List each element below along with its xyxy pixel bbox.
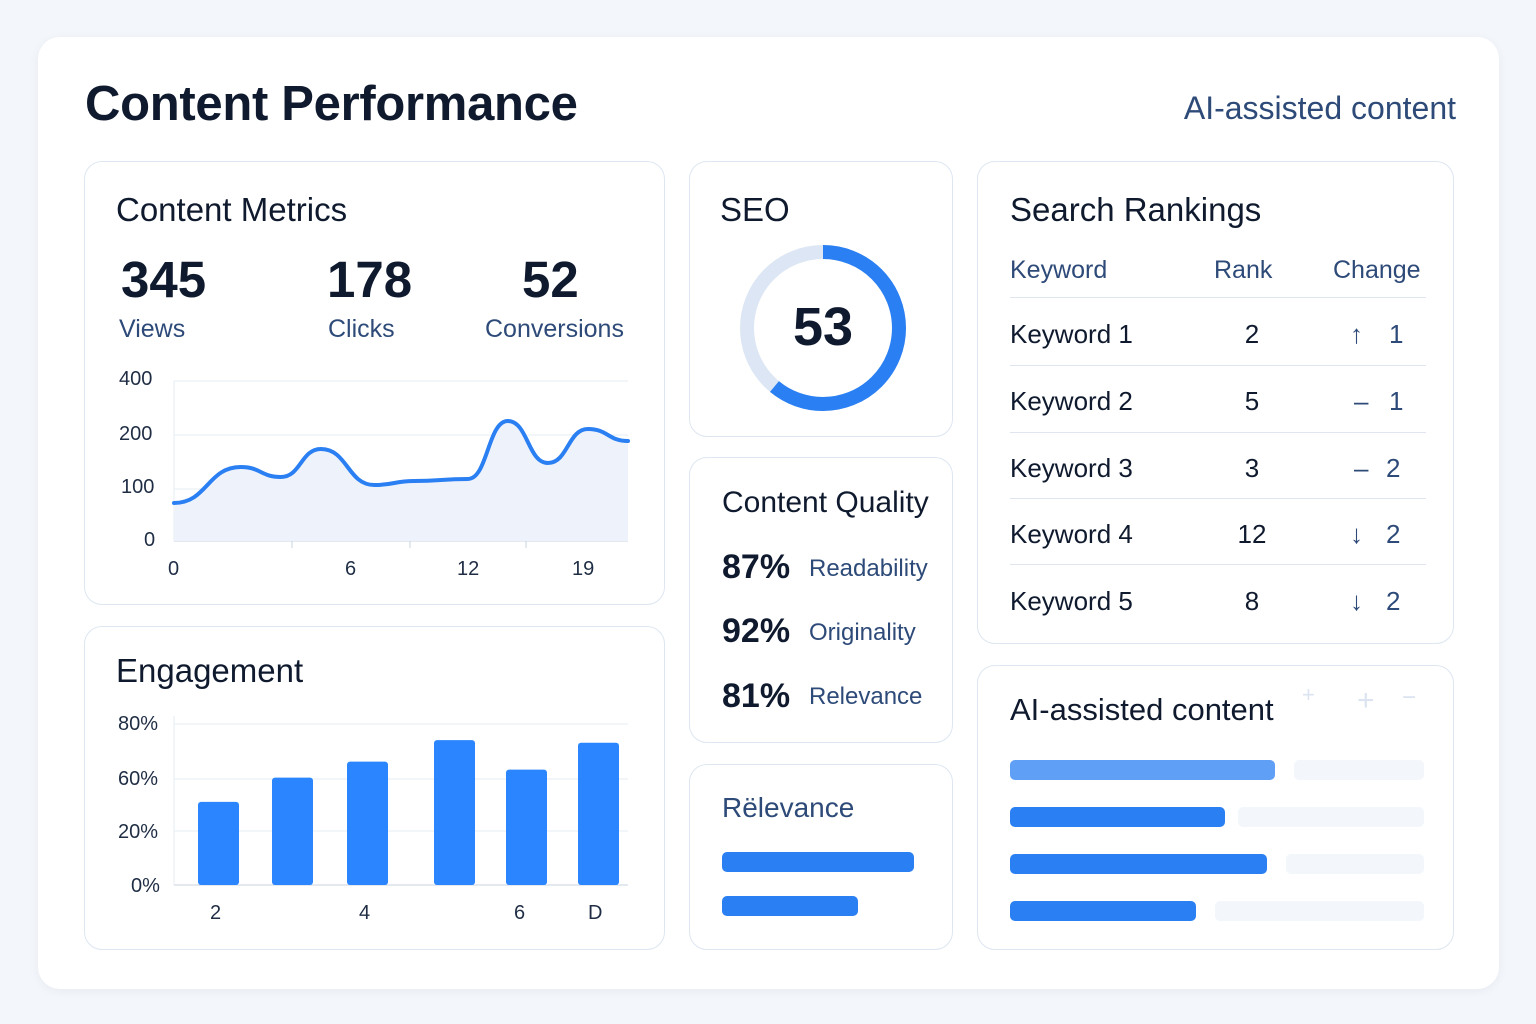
clicks-label: Clicks (328, 315, 395, 343)
relevance-title: Rëlevance (722, 792, 855, 823)
page-subtitle: AI-assisted content (1183, 90, 1456, 126)
change-cell: 2 (1386, 453, 1401, 483)
readability-label: Readability (809, 555, 928, 582)
table-divider (1010, 564, 1426, 565)
change-arrow-icon: ↓ (1350, 519, 1363, 549)
originality-label: Originality (809, 619, 916, 646)
ai-bar (1010, 854, 1267, 874)
line-y-tick: 200 (119, 423, 153, 445)
relevance-label: Relevance (809, 683, 923, 710)
ai-bar-track (1215, 901, 1424, 921)
ai-bar-track (1294, 760, 1424, 780)
change-arrow-icon: ↑ (1350, 319, 1363, 349)
line-x-tick: 0 (168, 558, 180, 580)
search-rankings-card (977, 161, 1454, 644)
rank-cell: 5 (1244, 386, 1260, 416)
line-x-tick: 12 (457, 558, 480, 580)
bar-y-tick: 0% (131, 875, 160, 897)
rank-cell: 2 (1244, 319, 1260, 349)
conversions-value: 52 (522, 251, 579, 308)
content-quality-card (689, 457, 953, 743)
line-y-tick: 0 (144, 529, 156, 551)
originality-value: 92% (722, 612, 791, 650)
rank-cell: 3 (1244, 453, 1260, 483)
views-label: Views (119, 315, 186, 343)
keyword-header[interactable]: Keyword (1010, 256, 1108, 284)
ai-bar-track (1238, 807, 1424, 827)
change-arrow-icon: ↓ (1350, 586, 1363, 616)
bar-x-tick: 2 (210, 902, 222, 924)
bar-y-tick: 80% (118, 713, 159, 735)
ai-bar (1010, 901, 1197, 921)
bar-x-tick: 4 (359, 902, 371, 924)
engagement-bar (434, 740, 475, 885)
line-y-tick: 100 (121, 476, 155, 498)
plus-icon: + (1357, 684, 1375, 717)
line-x-tick: 6 (345, 558, 357, 580)
change-cell: 2 (1386, 519, 1401, 549)
seo-score: 53 (792, 297, 854, 357)
relevance-value: 81% (722, 677, 791, 715)
line-x-tick: 19 (572, 558, 595, 580)
views-value: 345 (121, 251, 207, 308)
clicks-value: 178 (327, 251, 413, 308)
ai-bar (1010, 760, 1275, 780)
table-divider (1010, 498, 1426, 499)
line-y-tick: 400 (119, 368, 153, 390)
bar-y-tick: 60% (118, 768, 159, 790)
plus-icon: + (1302, 682, 1315, 707)
line-area-fill (174, 421, 628, 541)
page-title: Content Performance (85, 77, 578, 131)
change-arrow-icon: – (1354, 453, 1369, 483)
keyword-cell: Keyword 2 (1010, 386, 1133, 416)
engagement-bar (506, 769, 547, 885)
bar-y-tick: 20% (118, 821, 159, 843)
readability-value: 87% (722, 548, 791, 586)
rank-header[interactable]: Rank (1214, 256, 1273, 284)
search-rankings-title: Search Rankings (1010, 191, 1262, 228)
table-divider (1010, 297, 1426, 298)
bar-x-tick: 6 (514, 902, 526, 924)
engagement-bar (198, 801, 239, 885)
engagement-title: Engagement (116, 652, 304, 689)
content-quality-title: Content Quality (722, 486, 929, 519)
content-metrics-title: Content Metrics (116, 191, 348, 228)
change-cell: 1 (1389, 319, 1404, 349)
ai-bar-track (1286, 854, 1424, 874)
change-cell: 1 (1389, 386, 1404, 416)
engagement-bar (347, 761, 388, 885)
line-series (172, 418, 630, 505)
table-divider (1010, 365, 1426, 366)
engagement-bar (578, 742, 619, 885)
keyword-cell: Keyword 5 (1010, 586, 1133, 616)
change-header[interactable]: Change (1333, 256, 1421, 284)
change-cell: 2 (1386, 586, 1401, 616)
table-divider (1010, 432, 1426, 433)
seo-title: SEO (720, 191, 790, 228)
keyword-cell: Keyword 4 (1010, 519, 1133, 549)
rank-cell: 12 (1237, 519, 1267, 549)
minus-icon: − (1402, 684, 1417, 711)
relevance-bar (722, 896, 858, 916)
ai-assisted-title: AI-assisted content (1010, 692, 1274, 727)
seo-card (689, 161, 953, 437)
seo-gauge-arc (740, 245, 906, 411)
relevance-bar (722, 852, 914, 872)
keyword-cell: Keyword 3 (1010, 453, 1133, 483)
keyword-cell: Keyword 1 (1010, 319, 1133, 349)
rank-cell: 8 (1244, 586, 1260, 616)
change-arrow-icon: – (1354, 386, 1369, 416)
conversions-label: Conversions (485, 315, 624, 343)
bar-x-tick: D (588, 902, 603, 924)
ai-bar (1010, 807, 1226, 827)
engagement-bar (272, 777, 313, 885)
